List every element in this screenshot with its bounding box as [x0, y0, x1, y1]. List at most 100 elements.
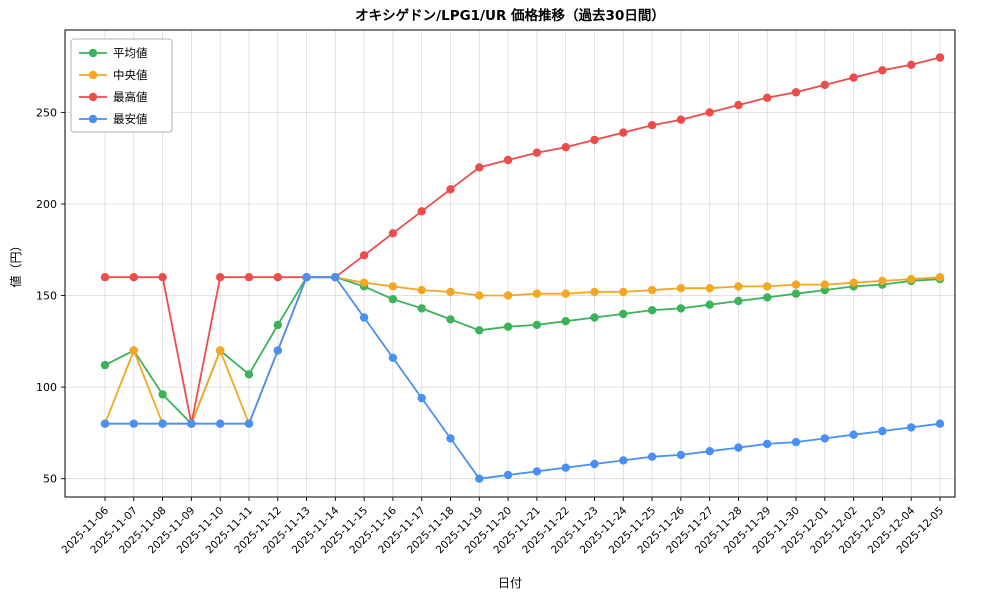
data-point-marker: [331, 273, 340, 282]
data-point-marker: [359, 313, 369, 322]
data-point-marker: [763, 93, 772, 103]
axis-ticks: [61, 111, 941, 501]
data-point-marker: [273, 320, 282, 330]
data-point-marker: [417, 285, 426, 295]
data-point-marker: [503, 291, 513, 300]
data-point-marker: [561, 317, 570, 326]
data-point-marker: [849, 430, 858, 439]
data-point-marker: [503, 322, 513, 331]
data-point-marker: [791, 437, 801, 447]
legend-marker: [88, 70, 98, 80]
data-point-marker: [475, 326, 484, 335]
data-point-marker: [475, 291, 484, 300]
y-tick-label: 200: [36, 198, 57, 211]
data-point-marker: [302, 273, 311, 282]
data-point-marker: [705, 284, 714, 293]
data-point-marker: [590, 135, 599, 145]
series-path: [105, 56, 941, 425]
data-point-marker: [907, 274, 916, 284]
series-min-line: [100, 273, 945, 483]
x-tick-labels: 2025-11-062025-11-072025-11-082025-11-09…: [59, 504, 946, 556]
data-point-marker: [158, 390, 167, 399]
data-point-marker: [763, 293, 772, 302]
data-point-marker: [417, 207, 426, 216]
data-point-marker: [244, 273, 254, 282]
data-point-marker: [388, 229, 398, 238]
data-point-marker: [878, 66, 887, 75]
data-point-marker: [446, 185, 455, 194]
data-point-marker: [647, 306, 657, 315]
legend-marker: [88, 48, 98, 58]
data-point-marker: [734, 443, 743, 452]
data-point-marker: [676, 284, 686, 293]
data-point-marker: [791, 88, 801, 97]
data-point-marker: [359, 278, 369, 287]
data-point-marker: [647, 452, 657, 461]
data-point-marker: [791, 289, 801, 298]
data-point-marker: [100, 273, 110, 282]
data-point-marker: [619, 287, 628, 297]
data-point-marker: [849, 73, 858, 82]
legend-marker: [88, 114, 98, 124]
y-tick-label: 250: [36, 106, 57, 119]
data-point-marker: [907, 60, 916, 69]
data-point-marker: [619, 309, 628, 319]
series-path: [104, 276, 941, 425]
data-point-marker: [475, 474, 484, 483]
data-point-marker: [129, 273, 138, 282]
data-point-marker: [100, 419, 110, 428]
data-point-marker: [475, 163, 484, 172]
data-point-marker: [561, 143, 570, 152]
data-point-marker: [705, 300, 714, 309]
data-point-marker: [446, 315, 455, 324]
y-tick-label: 50: [43, 473, 57, 486]
data-point-marker: [244, 419, 254, 428]
data-point-marker: [532, 289, 542, 298]
data-point-marker: [907, 423, 916, 432]
data-point-marker: [503, 470, 513, 480]
data-point-marker: [446, 287, 455, 297]
y-tick-label: 150: [36, 290, 57, 303]
data-point-marker: [849, 278, 858, 287]
data-point-marker: [590, 313, 599, 322]
data-point-marker: [446, 434, 455, 443]
data-point-marker: [647, 121, 657, 130]
data-point-marker: [417, 304, 426, 313]
data-point-marker: [935, 53, 945, 62]
data-point-marker: [878, 276, 887, 286]
data-point-marker: [129, 419, 138, 428]
data-point-marker: [244, 370, 254, 379]
data-point-marker: [532, 320, 542, 330]
data-point-marker: [935, 419, 945, 428]
data-point-marker: [935, 273, 945, 282]
legend-box: [70, 38, 173, 133]
legend-label: 最安値: [113, 112, 148, 126]
data-point-marker: [100, 360, 110, 370]
data-point-marker: [503, 155, 513, 165]
data-point-marker: [647, 285, 657, 295]
legend-label: 中央値: [113, 68, 148, 82]
data-point-marker: [158, 419, 167, 428]
legend-marker: [88, 92, 98, 102]
data-point-marker: [763, 439, 772, 449]
data-point-marker: [791, 280, 801, 289]
data-point-marker: [273, 273, 282, 282]
data-point-marker: [734, 282, 743, 291]
legend-label: 最高値: [113, 90, 148, 104]
data-point-marker: [532, 467, 542, 476]
data-point-marker: [561, 463, 570, 472]
data-point-marker: [676, 115, 686, 124]
plot-area: [65, 30, 955, 497]
data-point-marker: [561, 289, 570, 298]
y-tick-label: 100: [36, 381, 57, 394]
data-point-marker: [417, 393, 426, 403]
data-point-marker: [388, 295, 398, 304]
series-max-line: [100, 53, 945, 428]
data-point-marker: [820, 80, 829, 90]
chart-title: オキシゲドン/LPG1/UR 価格推移（過去30日間）: [355, 7, 665, 24]
data-point-marker: [388, 353, 398, 362]
data-point-marker: [216, 273, 225, 282]
